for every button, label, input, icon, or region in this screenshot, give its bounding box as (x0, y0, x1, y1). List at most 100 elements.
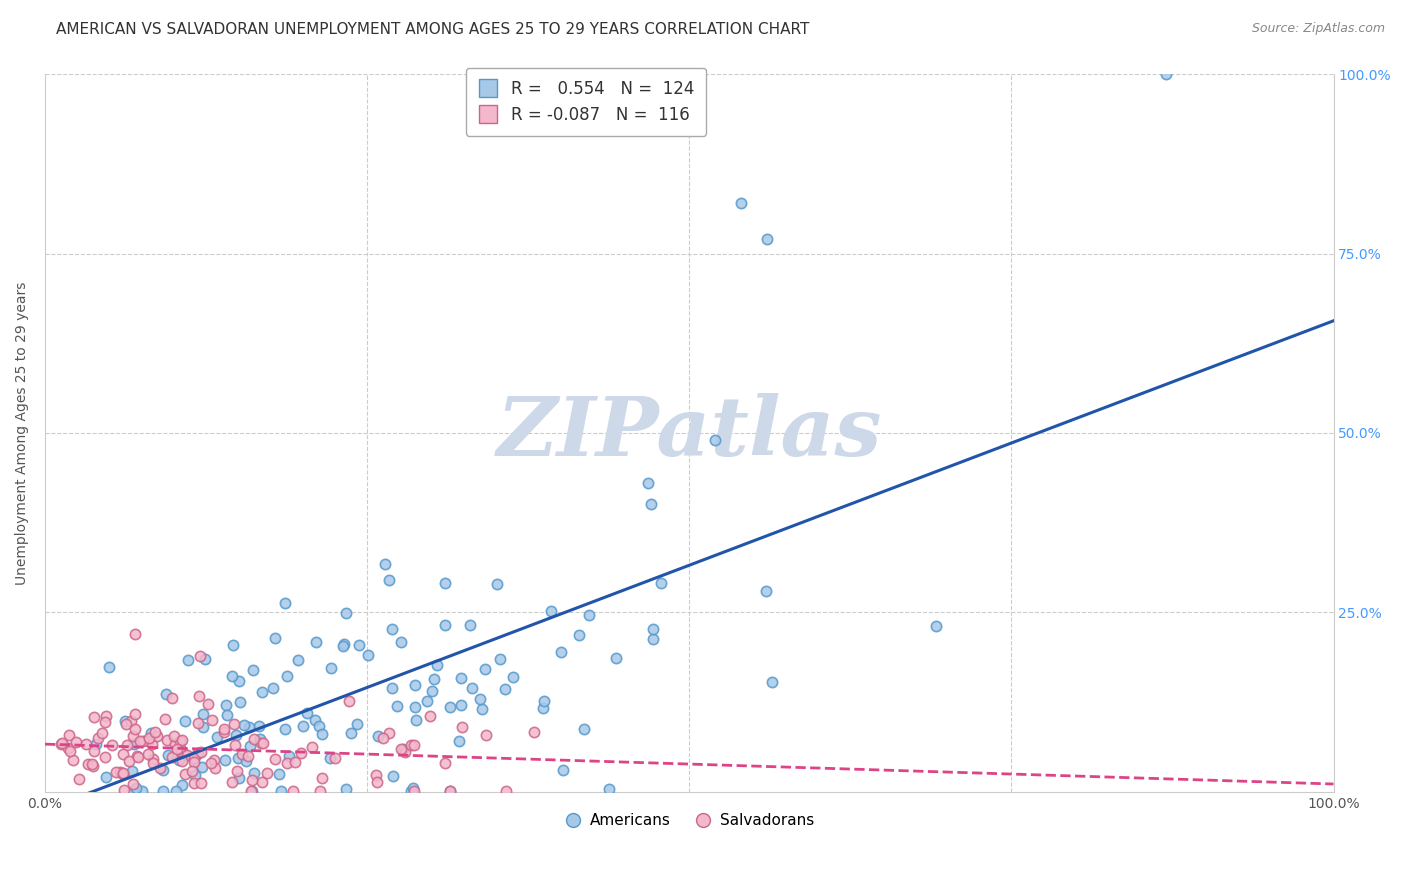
Point (240, 784, 263, 798)
Point (193, 720, 215, 734)
Point (163, 729, 186, 743)
Point (221, 774, 243, 789)
Point (402, 780, 425, 795)
Point (83, 709, 105, 723)
Point (269, 767, 291, 781)
Point (416, 694, 439, 708)
Point (224, 738, 246, 752)
Point (172, 778, 194, 792)
Point (550, 645, 572, 659)
Point (249, 731, 271, 746)
Point (124, 627, 146, 641)
Point (243, 766, 266, 780)
Point (212, 725, 235, 739)
Point (568, 628, 591, 642)
Point (122, 777, 145, 791)
Point (155, 687, 177, 701)
Point (553, 763, 575, 777)
Point (420, 683, 443, 698)
Point (1154, 67, 1177, 81)
Text: Source: ZipAtlas.com: Source: ZipAtlas.com (1251, 22, 1385, 36)
Point (224, 717, 246, 731)
Point (239, 784, 262, 798)
Point (704, 433, 727, 447)
Point (221, 669, 243, 683)
Point (339, 725, 361, 739)
Point (461, 681, 484, 696)
Point (574, 722, 596, 736)
Point (252, 736, 274, 750)
Point (730, 196, 752, 211)
Point (94, 715, 117, 730)
Point (264, 752, 287, 766)
Point (143, 725, 166, 739)
Point (152, 784, 174, 798)
Point (470, 692, 492, 706)
Point (335, 606, 357, 620)
Point (193, 706, 215, 721)
Point (138, 731, 160, 746)
Point (256, 766, 278, 780)
Point (56, 741, 79, 756)
Point (136, 733, 159, 747)
Point (111, 765, 134, 780)
Point (207, 730, 229, 744)
Point (391, 741, 413, 756)
Point (190, 745, 212, 759)
Point (127, 749, 149, 764)
Point (924, 619, 946, 633)
Point (100, 738, 122, 752)
Point (204, 761, 226, 775)
Point (163, 737, 186, 751)
Point (382, 769, 405, 783)
Point (62, 753, 84, 767)
Point (215, 698, 238, 712)
Point (447, 734, 470, 748)
Point (236, 748, 259, 763)
Point (385, 698, 408, 713)
Legend: Americans, Salvadorans: Americans, Salvadorans (558, 807, 820, 835)
Point (177, 653, 200, 667)
Point (332, 639, 354, 653)
Point (278, 749, 301, 764)
Point (131, 784, 153, 798)
Point (58, 728, 80, 742)
Point (474, 662, 496, 676)
Point (217, 708, 239, 723)
Point (187, 716, 209, 731)
Point (156, 748, 179, 763)
Point (247, 719, 270, 733)
Point (136, 747, 159, 761)
Point (228, 771, 250, 785)
Point (124, 707, 146, 722)
Text: AMERICAN VS SALVADORAN UNEMPLOYMENT AMONG AGES 25 TO 29 YEARS CORRELATION CHART: AMERICAN VS SALVADORAN UNEMPLOYMENT AMON… (56, 22, 810, 37)
Point (115, 716, 138, 731)
Point (125, 780, 148, 795)
Point (240, 772, 263, 787)
Point (228, 673, 250, 688)
Point (112, 783, 135, 797)
Point (531, 701, 554, 715)
Point (132, 734, 155, 748)
Point (274, 722, 297, 736)
Point (77, 757, 100, 772)
Point (404, 784, 426, 798)
Point (226, 750, 249, 764)
Point (276, 756, 298, 770)
Point (494, 682, 516, 697)
Point (761, 675, 783, 690)
Point (389, 635, 412, 649)
Point (184, 768, 207, 782)
Point (489, 652, 512, 666)
Point (434, 576, 457, 591)
Point (243, 731, 266, 746)
Point (51, 736, 73, 750)
Point (98, 660, 121, 674)
Point (172, 746, 194, 760)
Point (183, 776, 205, 790)
Point (118, 754, 141, 768)
Point (405, 714, 427, 728)
Point (450, 672, 472, 686)
Point (295, 706, 318, 721)
Point (173, 714, 195, 728)
